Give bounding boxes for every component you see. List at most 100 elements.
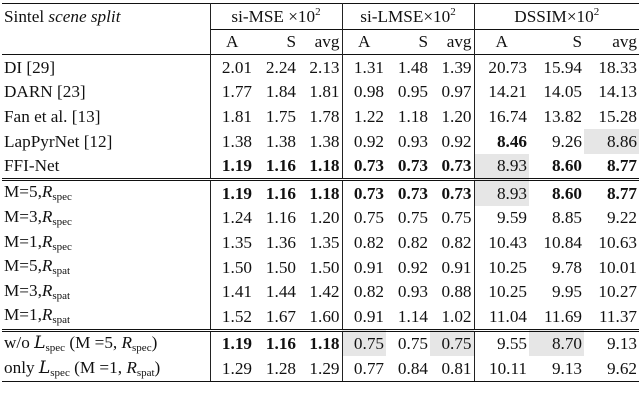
value-cell: 1.81 [221, 107, 252, 127]
group-header-dssim: DSSIM×102 [474, 3, 640, 30]
value-cell: 8.93 [474, 153, 530, 180]
value-cell: 8.77 [584, 178, 640, 206]
subcol-header: avg [430, 28, 475, 55]
loss-sub: spec [50, 366, 70, 379]
ablation-label: M=1,Rspat [2, 304, 211, 331]
loss-symbol: L [38, 357, 51, 378]
value-cell: 9.22 [606, 208, 638, 228]
method-row: DI [29] 2.01 2.24 2.13 1.31 1.48 1.39 20.73 15.9… [2, 54, 640, 80]
loss-r-sub: spat [136, 366, 155, 379]
value-cell: 2.24 [254, 54, 298, 80]
value-cell: 9.55 [474, 328, 530, 357]
value-cell: 1.18 [298, 153, 343, 180]
value-cell: 1.29 [298, 356, 343, 382]
value-cell: 8.93 [474, 178, 530, 206]
ablation-m: M=3, [4, 280, 42, 300]
value-cell: 1.38 [265, 131, 296, 151]
value-cell: 10.25 [488, 282, 528, 302]
ablation-row: M=3,Rspat 1.41 1.44 1.42 0.82 0.93 0.88 10.25 9.… [2, 279, 639, 305]
ablation-r-sub: spec [52, 240, 72, 253]
value-cell: 0.75 [430, 328, 475, 357]
dataset-label: Sintel scene split [2, 3, 211, 30]
value-cell: 0.73 [386, 178, 430, 206]
value-cell: 0.81 [430, 356, 475, 382]
value-cell: 1.50 [265, 257, 296, 277]
value-cell: 1.84 [265, 82, 296, 102]
method-label: LapPyrNet [12] [2, 128, 211, 154]
method-label: FFI-Net [2, 153, 211, 180]
value-cell: 0.91 [353, 257, 384, 277]
value-cell: 20.73 [474, 54, 530, 80]
value-cell: 1.31 [342, 54, 386, 80]
method-row: FFI-Net 1.19 1.16 1.18 0.73 0.73 0.73 8.93 8.60 8… [2, 153, 639, 180]
value-cell: 8.60 [529, 178, 585, 206]
value-cell: 8.70 [529, 328, 585, 357]
ablation-m: M=1, [4, 231, 42, 251]
loss-ablation-row: only Lspec (M =1, Rspat) 1.29 1.28 1.29 0.77… [2, 356, 640, 382]
ablation-row: M=3,Rspec 1.24 1.16 1.20 0.75 0.75 0.75 9.59 8.8… [2, 205, 639, 231]
value-cell: 0.82 [397, 233, 428, 253]
value-cell: 8.77 [606, 156, 638, 176]
value-cell: 1.38 [221, 131, 252, 151]
value-cell: 0.73 [353, 156, 384, 176]
value-cell: 1.35 [221, 233, 252, 253]
ablation-r: R [41, 305, 53, 325]
value-cell: 1.78 [298, 104, 343, 129]
value-cell: 0.92 [430, 128, 475, 154]
value-cell: 0.82 [353, 233, 384, 253]
value-cell: 0.73 [342, 178, 386, 206]
value-cell: 11.69 [543, 306, 583, 326]
method-label: DI [29] [2, 54, 211, 80]
subcol-header: A [342, 28, 386, 55]
value-cell: 9.26 [551, 131, 583, 151]
method-label: Fan et al. [13] [2, 104, 211, 129]
loss-mid: (M =5, [65, 333, 122, 353]
ablation-row: M=5,Rspec 1.19 1.16 1.18 0.73 0.73 0.73 8.93 8.6… [2, 178, 640, 206]
value-cell: 1.50 [221, 257, 252, 277]
loss-symbol: L [34, 333, 46, 354]
value-cell: 10.63 [598, 233, 638, 253]
value-cell: 0.75 [397, 208, 428, 228]
value-cell: 1.18 [397, 107, 428, 127]
method-label: DARN [23] [2, 79, 211, 105]
value-cell: 1.16 [265, 208, 296, 228]
loss-label: only Lspec (M =1, Rspat) [2, 356, 211, 382]
value-cell: 2.01 [210, 54, 254, 80]
value-cell: 0.75 [386, 328, 430, 357]
value-cell: 1.67 [265, 306, 296, 326]
ablation-m: M=3, [4, 207, 42, 227]
ablation-r-sub: spat [52, 314, 71, 327]
loss-mid: (M =1, [69, 357, 127, 377]
value-cell: 15.28 [598, 107, 638, 127]
ablation-r-sub: spat [52, 289, 71, 302]
value-cell: 0.75 [342, 328, 386, 357]
subcol-header: S [254, 28, 298, 55]
value-cell: 9.62 [584, 356, 640, 382]
group-header-si-lmse: si-LMSE×102 [342, 3, 475, 30]
value-cell: 1.19 [210, 328, 254, 357]
loss-r-sub: spec [132, 342, 152, 355]
value-cell: 0.73 [430, 153, 475, 180]
value-cell: 16.74 [488, 107, 528, 127]
value-cell: 1.41 [221, 282, 252, 302]
value-cell: 0.82 [430, 230, 475, 255]
results-table-container: Sintel scene split si-MSE ×102 si-LMSE×1… [2, 3, 640, 382]
value-cell: 0.93 [397, 282, 428, 302]
header-group-row: Sintel scene split si-MSE ×102 si-LMSE×1… [2, 3, 640, 30]
ablation-label: M=5,Rspat [2, 254, 211, 280]
ablation-label: M=5,Rspec [2, 178, 211, 206]
value-cell: 13.82 [543, 107, 583, 127]
subcol-header: A [474, 28, 530, 55]
value-cell: 1.81 [298, 79, 343, 105]
value-cell: 0.77 [342, 356, 386, 382]
value-cell: 0.92 [397, 257, 428, 277]
loss-prefix: w/o [4, 333, 35, 353]
ablation-row: M=1,Rspat 1.52 1.67 1.60 0.91 1.14 1.02 11.04 11… [2, 304, 639, 331]
subcol-header: avg [584, 28, 640, 55]
value-cell: 15.94 [529, 54, 585, 80]
value-cell: 1.52 [221, 306, 252, 326]
value-cell: 10.25 [488, 257, 528, 277]
ablation-m: M=5, [4, 182, 42, 202]
header-sub-row: A S avg A S avg A S avg [2, 28, 640, 55]
loss-prefix: only [4, 357, 39, 377]
